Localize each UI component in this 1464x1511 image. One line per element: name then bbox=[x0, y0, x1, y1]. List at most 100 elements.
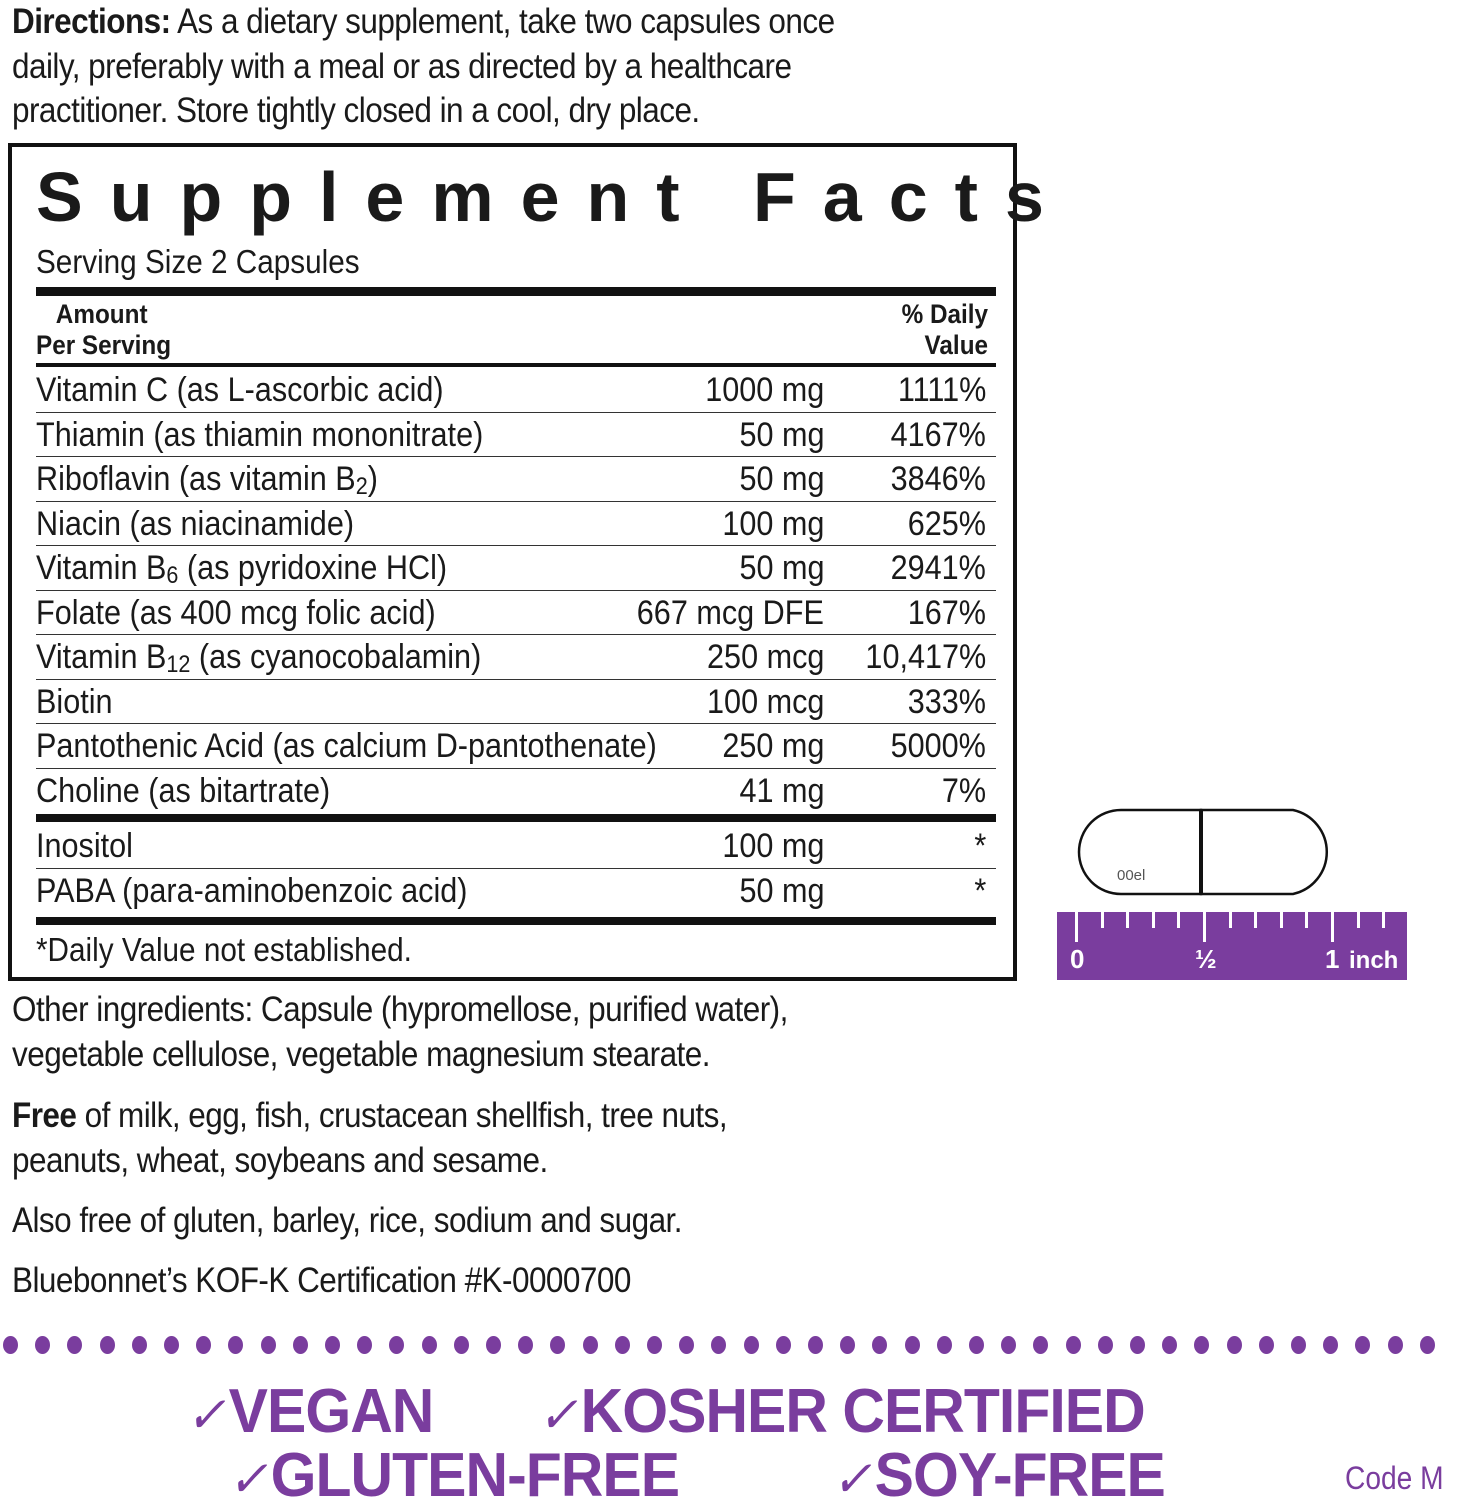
divider-dot bbox=[1355, 1336, 1371, 1354]
ruler-tick bbox=[1254, 912, 1258, 928]
allergen-text: of milk, egg, fish, crustacean shellfish… bbox=[76, 1096, 728, 1135]
divider-dot bbox=[228, 1336, 244, 1354]
directions-text: practitioner. Store tightly closed in a … bbox=[12, 91, 700, 130]
serving-size: Serving Size 2 Capsules bbox=[36, 243, 360, 280]
badge-text: KOSHER CERTIFIED bbox=[580, 1377, 1146, 1446]
divider-dot bbox=[389, 1336, 405, 1354]
daily-value: 5000% bbox=[890, 727, 986, 765]
table-row: Choline (as bitartrate) 41 mg 7% bbox=[36, 769, 996, 814]
divider-dot bbox=[164, 1336, 179, 1354]
table-row: Vitamin B12 (as cyanocobalamin) 250 mcg 10… bbox=[36, 635, 996, 680]
divider-dot bbox=[550, 1336, 566, 1354]
nutrient-name: Thiamin (as thiamin mononitrate) bbox=[36, 415, 484, 454]
daily-value: 167% bbox=[907, 593, 986, 632]
divider-dot bbox=[936, 1336, 952, 1354]
check-icon: ✓ bbox=[538, 1387, 578, 1443]
nutrient-name: PABA (para-aminobenzoic acid) bbox=[36, 871, 468, 910]
other-rows: Inositol 100 mg * PABA (para-aminobenzoic a… bbox=[36, 824, 996, 913]
divider-dot bbox=[1226, 1336, 1242, 1354]
divider-dot bbox=[131, 1336, 147, 1354]
amount: 41 mg bbox=[738, 771, 824, 810]
divider-dot bbox=[1162, 1336, 1178, 1354]
divider-dot bbox=[292, 1336, 308, 1354]
badge-text: VEGAN bbox=[228, 1377, 435, 1446]
divider-dot bbox=[1258, 1336, 1274, 1354]
ruler-tick bbox=[1228, 912, 1232, 928]
divider-dot bbox=[196, 1336, 212, 1354]
divider-dot bbox=[1194, 1336, 1210, 1354]
header-amount: Amount bbox=[55, 299, 148, 329]
amount: 250 mg bbox=[721, 727, 824, 765]
daily-value: 2941% bbox=[890, 549, 986, 587]
nutrient-rows: Vitamin C (as L-ascorbic acid) 1000 mg 111… bbox=[36, 368, 996, 813]
table-row: Inositol 100 mg * bbox=[36, 824, 996, 869]
divider-dot bbox=[518, 1336, 534, 1354]
amount: 100 mcg bbox=[706, 682, 824, 721]
badge-kosher: ✓KOSHER CERTIFIED bbox=[538, 1376, 1146, 1447]
nutrient-name: Pantothenic Acid (as calcium D-pantothen… bbox=[36, 727, 657, 765]
amount: 50 mg bbox=[738, 415, 824, 454]
ruler-tick bbox=[1331, 912, 1334, 942]
ruler-tick bbox=[1151, 912, 1155, 928]
divider-dot bbox=[743, 1336, 759, 1354]
amount: 250 mcg bbox=[706, 638, 824, 676]
footnote: *Daily Value not established. bbox=[36, 931, 412, 968]
divider-dot bbox=[775, 1336, 791, 1354]
divider-dot bbox=[840, 1336, 856, 1354]
divider-dot bbox=[325, 1336, 340, 1354]
ruler-tick bbox=[1075, 912, 1078, 942]
table-row: Folate (as 400 mcg folic acid) 667 mcg DF… bbox=[36, 591, 996, 635]
other-ingredients: Other ingredients: Capsule (hypromellose… bbox=[12, 988, 788, 1077]
check-icon: ✓ bbox=[186, 1387, 226, 1443]
size-ruler: 0 ½ 1 inch bbox=[1057, 912, 1411, 980]
ruler-tick bbox=[1356, 912, 1360, 928]
ruler-tick bbox=[1126, 912, 1130, 928]
nutrient-name: Choline (as bitartrate) bbox=[36, 771, 331, 810]
ruler-tick bbox=[1203, 912, 1206, 942]
allergen-statement: Free of milk, egg, fish, crustacean shel… bbox=[12, 1094, 728, 1183]
panel-title: Supplement Facts bbox=[36, 158, 1071, 236]
directions-text: daily, preferably with a meal or as dire… bbox=[12, 46, 792, 86]
amount: 667 mcg DFE bbox=[636, 593, 824, 632]
ruler-tick bbox=[1305, 912, 1309, 928]
directions: Directions: As a dietary supplement, tak… bbox=[12, 0, 835, 134]
directions-label: Directions: bbox=[12, 2, 171, 41]
also-free: Also free of gluten, barley, rice, sodiu… bbox=[12, 1201, 683, 1240]
ruler-half: ½ bbox=[1195, 944, 1217, 974]
ruler-one: 1 bbox=[1325, 944, 1340, 974]
divider-dot bbox=[1323, 1336, 1339, 1354]
table-row: Riboflavin (as vitamin B2) 50 mg 3846% bbox=[36, 457, 996, 502]
daily-value: 10,417% bbox=[865, 638, 986, 676]
divider-dot bbox=[1001, 1336, 1017, 1354]
divider bbox=[36, 814, 996, 822]
amount: 50 mg bbox=[738, 871, 824, 910]
ruler-tick bbox=[1382, 912, 1386, 928]
header-dv: Value bbox=[924, 330, 988, 360]
ruler-tick bbox=[1177, 912, 1181, 928]
daily-value: 333% bbox=[907, 682, 986, 721]
ruler-tick bbox=[1100, 912, 1104, 928]
nutrient-name: Riboflavin (as vitamin B2) bbox=[36, 460, 378, 500]
nutrient-name: Vitamin B6 (as pyridoxine HCl) bbox=[36, 549, 448, 589]
ruler-zero: 0 bbox=[1070, 944, 1085, 974]
daily-value: 3846% bbox=[890, 460, 986, 498]
divider-dot bbox=[647, 1336, 662, 1354]
badge-text: SOY-FREE bbox=[874, 1441, 1166, 1510]
header-amount: Per Serving bbox=[36, 330, 172, 360]
amount: 100 mg bbox=[721, 827, 824, 865]
header-dv: % Daily bbox=[901, 299, 988, 329]
divider-dot bbox=[1291, 1336, 1306, 1354]
divider-dot bbox=[486, 1336, 501, 1354]
nutrient-name: Vitamin C (as L-ascorbic acid) bbox=[36, 371, 444, 409]
nutrient-name: Folate (as 400 mcg folic acid) bbox=[36, 593, 436, 632]
divider-dot bbox=[357, 1336, 373, 1354]
divider-dot bbox=[808, 1336, 823, 1354]
allergen-bold: Free bbox=[12, 1096, 77, 1135]
certification: Bluebonnet’s KOF-K Certification #K-0000… bbox=[12, 1261, 631, 1300]
badge-soy-free: ✓SOY-FREE bbox=[832, 1440, 1166, 1511]
badge-text: GLUTEN-FREE bbox=[270, 1441, 680, 1510]
divider bbox=[36, 917, 996, 925]
nutrient-name: Inositol bbox=[36, 827, 133, 865]
divider-dot bbox=[614, 1336, 630, 1354]
table-header: Amount Per Serving % Daily Value bbox=[36, 299, 996, 363]
